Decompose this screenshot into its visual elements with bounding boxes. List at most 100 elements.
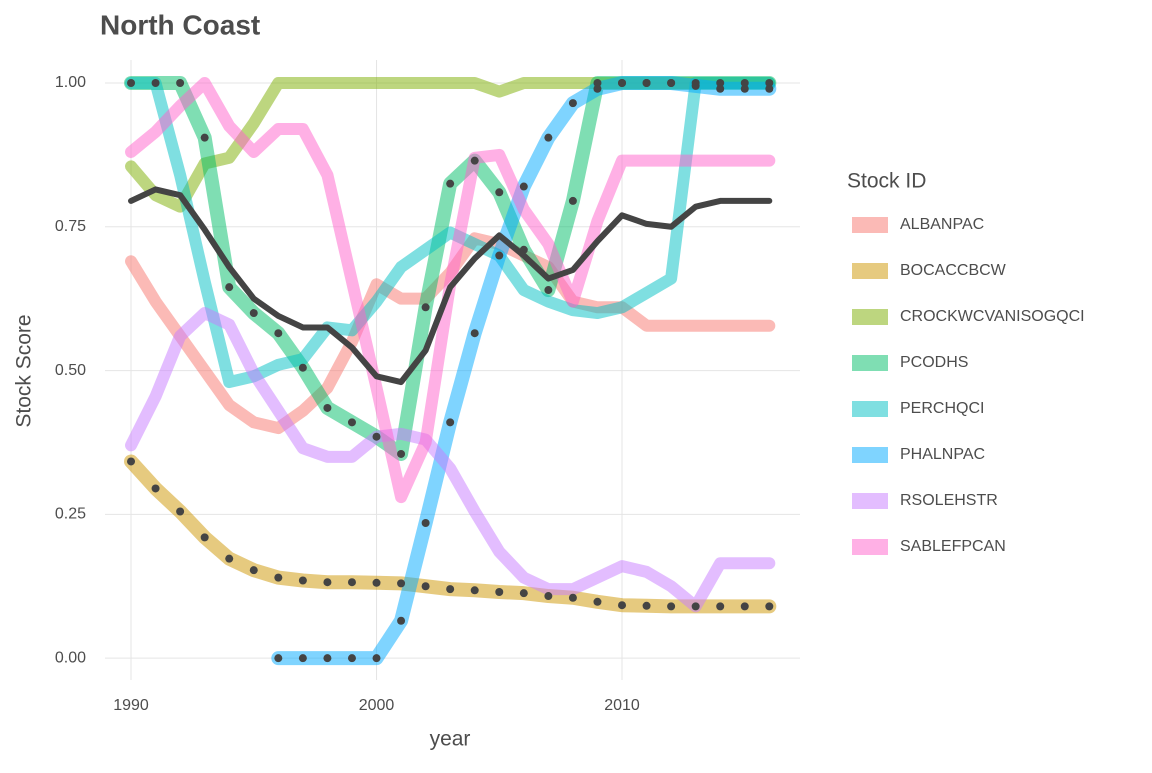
data-point	[298, 576, 307, 585]
data-point	[544, 286, 553, 295]
data-point	[347, 418, 356, 427]
data-point	[593, 79, 602, 88]
data-point	[421, 303, 430, 312]
data-point	[568, 99, 577, 108]
x-tick-label: 2010	[604, 697, 640, 714]
legend-label: RSOLEHSTR	[900, 492, 998, 509]
overall-line	[128, 186, 773, 386]
data-point	[397, 579, 406, 588]
data-point	[691, 81, 700, 90]
legend-swatch	[852, 217, 888, 233]
data-point	[667, 79, 676, 88]
data-point	[421, 582, 430, 591]
data-point	[519, 589, 528, 598]
data-point	[765, 84, 774, 93]
data-point	[740, 84, 749, 93]
data-point	[298, 654, 307, 663]
data-point	[470, 329, 479, 338]
data-point	[470, 156, 479, 165]
data-point	[323, 578, 332, 587]
data-point	[495, 251, 504, 260]
data-point	[323, 654, 332, 663]
legend-label: PCODHS	[900, 354, 968, 371]
data-point	[740, 602, 749, 611]
data-point	[618, 79, 627, 88]
x-axis-title: year	[430, 728, 471, 751]
data-point	[397, 616, 406, 625]
data-point	[642, 601, 651, 610]
legend-swatch	[852, 447, 888, 463]
y-tick-label: 1.00	[55, 74, 86, 91]
legend-swatch	[852, 355, 888, 371]
y-axis-title: Stock Score	[13, 314, 36, 427]
legend-label: SABLEFPCAN	[900, 538, 1006, 555]
data-point	[568, 593, 577, 602]
legend-swatch	[852, 493, 888, 509]
legend-swatch	[852, 539, 888, 555]
data-point	[568, 196, 577, 205]
y-tick-label: 0.00	[55, 649, 86, 666]
data-point	[372, 654, 381, 663]
data-point	[446, 585, 455, 594]
legend-swatch	[852, 401, 888, 417]
data-point	[470, 586, 479, 595]
data-point	[716, 602, 725, 611]
legend-label: BOCACCBCW	[900, 262, 1007, 279]
data-point	[593, 597, 602, 606]
legend-label: PERCHQCI	[900, 400, 984, 417]
data-point	[765, 602, 774, 611]
x-tick-label: 2000	[359, 697, 395, 714]
series-line	[125, 77, 776, 389]
data-point	[274, 573, 283, 582]
legend-swatch	[852, 309, 888, 325]
data-point	[249, 566, 258, 575]
x-tick-label: 1990	[113, 697, 149, 714]
data-point	[298, 363, 307, 372]
data-point	[691, 602, 700, 611]
data-point	[618, 601, 627, 610]
data-point	[765, 79, 774, 88]
data-point	[176, 507, 185, 516]
data-point	[274, 329, 283, 338]
legend-swatch	[852, 263, 888, 279]
data-point	[347, 578, 356, 587]
series-line	[125, 307, 776, 613]
legend-title: Stock ID	[847, 170, 926, 193]
data-point	[372, 432, 381, 441]
data-point	[716, 84, 725, 93]
data-point	[421, 518, 430, 527]
data-point	[274, 654, 283, 663]
data-point	[347, 654, 356, 663]
data-point	[446, 418, 455, 427]
data-point	[127, 79, 136, 88]
legend-label: PHALNPAC	[900, 446, 985, 463]
data-point	[667, 602, 676, 611]
data-point	[225, 283, 234, 292]
data-point	[249, 309, 258, 318]
y-tick-label: 0.75	[55, 218, 86, 235]
data-point	[200, 533, 209, 542]
chart-title: North Coast	[100, 9, 260, 40]
data-point	[151, 79, 160, 88]
data-point	[200, 133, 209, 142]
data-point	[225, 554, 234, 563]
data-point	[151, 484, 160, 493]
data-point	[446, 179, 455, 188]
data-point	[176, 79, 185, 88]
data-point	[716, 79, 725, 88]
data-point	[127, 457, 136, 466]
data-point	[642, 79, 651, 88]
y-tick-label: 0.25	[55, 506, 86, 523]
legend-label: ALBANPAC	[900, 216, 984, 233]
data-point	[544, 592, 553, 601]
data-point	[740, 79, 749, 88]
data-point	[519, 182, 528, 191]
y-tick-label: 0.50	[55, 362, 86, 379]
data-point	[593, 84, 602, 93]
data-point	[495, 188, 504, 197]
data-point	[323, 403, 332, 412]
legend-label: CROCKWCVANISOGQCI	[900, 308, 1085, 325]
data-point	[397, 449, 406, 458]
data-point	[544, 133, 553, 142]
